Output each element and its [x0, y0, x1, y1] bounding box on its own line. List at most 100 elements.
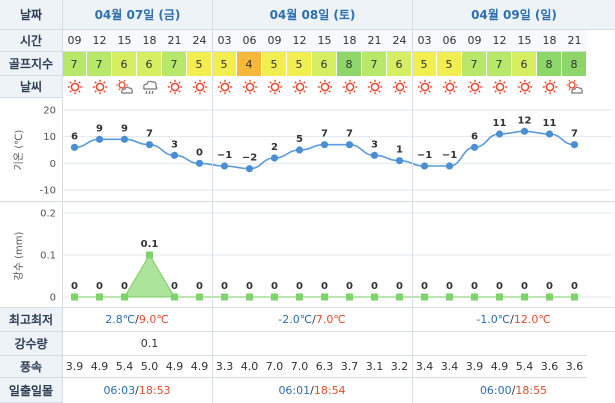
sun-icon [212, 76, 237, 98]
sun-day-3: 06:00/18:55 [412, 378, 615, 403]
golf-index-cell: 4 [237, 52, 262, 76]
wind-cell: 4.9 [87, 356, 112, 378]
wind-cell: 5.0 [137, 356, 162, 378]
precipitation-value-label: 0 [446, 281, 453, 292]
day-header-3: 04월 09일 (일) [412, 0, 615, 30]
precip-cell [187, 332, 212, 356]
golf-index-cell: 7 [362, 52, 387, 76]
temperature-value-label: 7 [321, 129, 328, 140]
precip-cell [412, 332, 437, 356]
minmax-label: 최고최저 [0, 308, 62, 332]
golf-index-cell: 5 [437, 52, 462, 76]
precipitation-point [221, 293, 228, 301]
precipitation-value-label: 0 [121, 281, 128, 292]
y-tick-label: 20 [43, 106, 56, 117]
temperature-point [570, 141, 579, 149]
sun-icon [162, 76, 187, 98]
precipitation-chart: 강수 (mm) 0.2 0.1 0 0 0 0 0.1 0 0 0 0 0 0 0 0 0 0 0 0 0 0 0 0 0 [13, 209, 612, 304]
time-cell: 18 [537, 30, 562, 52]
precipitation-point [496, 293, 503, 301]
temperature-point [170, 151, 179, 159]
golf-index-cell: 5 [262, 52, 287, 76]
precip-cell [162, 332, 187, 356]
precipitation-point [296, 293, 303, 301]
precipitation-point [96, 293, 103, 301]
time-cell: 24 [187, 30, 212, 52]
precipitation-chart-area: 강수 (mm) 0.2 0.1 0 0 0 0 0.1 0 0 0 0 0 0 0 0 0 0 0 0 0 0 0 0 0 [0, 202, 615, 308]
wind-cell: 3.1 [362, 356, 387, 378]
temperature-point [145, 141, 154, 149]
sun-icon [287, 76, 312, 98]
precipitation-point [546, 293, 553, 301]
sunset-time: 18:55 [515, 384, 548, 397]
golf-index-cell: 6 [112, 52, 137, 76]
time-cell: 21 [162, 30, 187, 52]
temperature-point [345, 141, 354, 149]
time-cell: 12 [487, 30, 512, 52]
wind-cell: 5.4 [112, 356, 137, 378]
precip-cell [262, 332, 287, 356]
precipitation-point [571, 293, 578, 301]
precipitation-point [421, 293, 428, 301]
precip-cell [112, 332, 137, 356]
precipitation-point [196, 293, 203, 301]
temperature-value-label: 11 [543, 118, 557, 129]
time-cell: 21 [362, 30, 387, 52]
sun-icon [62, 76, 87, 98]
wind-cell: 3.9 [62, 356, 87, 378]
time-cell: 09 [62, 30, 87, 52]
sun-icon [312, 76, 337, 98]
temperature-value-label: 3 [171, 139, 178, 150]
precipitation-point [396, 293, 403, 301]
minmax-day-3: -1.0℃/12.0℃ [412, 308, 615, 332]
wind-cell: 5.4 [512, 356, 537, 378]
sun-icon [537, 76, 562, 98]
sun-separator: / [310, 384, 314, 397]
temperature-axis-label: 기온 (℃) [13, 130, 25, 171]
precipitation-value-label: 0 [196, 281, 203, 292]
temperature-point [320, 141, 329, 149]
minmax-day-2: -2.0℃/7.0℃ [212, 308, 412, 332]
temperature-point [395, 157, 404, 165]
precipitation-area [74, 254, 575, 298]
min-temp: -1.0℃ [476, 313, 511, 326]
sunset-time: 18:53 [138, 384, 171, 397]
minmax-day-1: 2.8℃/9.0℃ [62, 308, 212, 332]
temperature-point [520, 127, 529, 135]
max-temp: 9.0℃ [138, 313, 169, 326]
wind-cell: 4.0 [237, 356, 262, 378]
temperature-value-label: 2 [271, 142, 278, 153]
wind-cell: 3.3 [212, 356, 237, 378]
precipitation-value-label: 0 [321, 281, 328, 292]
temperature-point [220, 162, 229, 170]
precipitation-point [446, 293, 453, 301]
golf-index-cell: 6 [312, 52, 337, 76]
precipitation-point [146, 251, 153, 259]
sun-icon [487, 76, 512, 98]
partly-cloudy-icon [112, 76, 137, 98]
time-cell: 21 [562, 30, 587, 52]
precip-cell [487, 332, 512, 356]
temperature-point [495, 130, 504, 138]
precipitation-value-label: 0 [571, 281, 578, 292]
precipitation-value-label: 0 [521, 281, 528, 292]
precipitation-value-label: 0 [471, 281, 478, 292]
wind-cell: 3.9 [462, 356, 487, 378]
temperature-point [95, 135, 104, 143]
wind-cell: 3.6 [562, 356, 587, 378]
golf-index-label: 골프지수 [0, 52, 62, 76]
precipitation-point [471, 293, 478, 301]
y-tick-label: 10 [43, 132, 56, 143]
precip-cell: 0.1 [137, 332, 162, 356]
temperature-point [295, 146, 304, 154]
y-tick-label: 0 [50, 293, 56, 304]
time-cell: 12 [287, 30, 312, 52]
sun-icon [87, 76, 112, 98]
time-cell: 18 [137, 30, 162, 52]
day-divider [412, 0, 413, 403]
y-tick-label: 0.2 [40, 209, 56, 220]
time-cell: 18 [337, 30, 362, 52]
minmax-separator: / [135, 313, 139, 326]
time-cell: 06 [237, 30, 262, 52]
